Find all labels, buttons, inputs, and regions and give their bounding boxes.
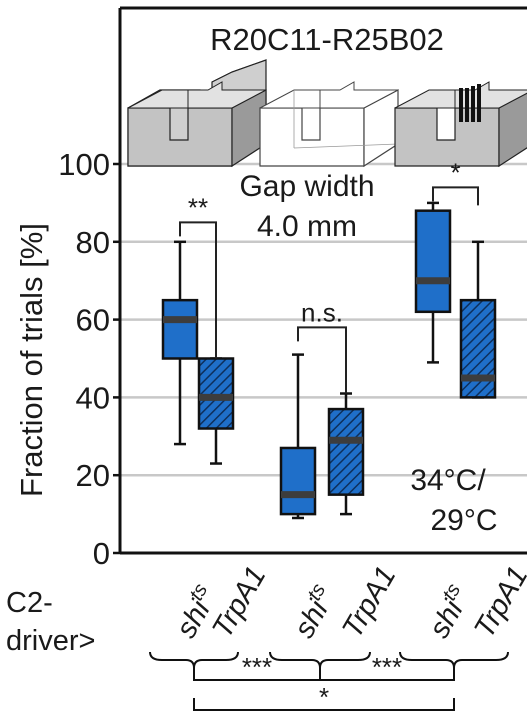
gap-width-label: Gap width: [239, 170, 374, 203]
box-trpa1: [459, 298, 497, 399]
significance-label: n.s.: [301, 297, 343, 327]
temperature-label-2: 29°C: [430, 504, 497, 537]
genotype-name: TrpA1: [468, 561, 527, 644]
genotype-label-shits: shits: [420, 580, 477, 644]
between-group-significance-label: ***: [372, 652, 402, 682]
box-shits: [279, 446, 317, 516]
significance-label: **: [188, 192, 208, 222]
genotype-name: shi: [423, 594, 470, 643]
y-tick-label: 60: [76, 303, 110, 338]
significance-bracket: [179, 221, 217, 359]
y-tick-label: 100: [58, 147, 110, 182]
between-group-significance-label: ***: [242, 652, 272, 682]
between-group-significance-label: *: [319, 682, 329, 712]
y-tick-label: 0: [93, 536, 110, 571]
gap-arena-icon-striped: [394, 81, 527, 168]
y-tick-label: 40: [76, 380, 110, 415]
genotype-label-trpa1: TrpA1: [336, 561, 402, 644]
significance-bracket: [432, 186, 479, 206]
chart-title: R20C11-R25B02: [210, 22, 444, 57]
group-brace: [399, 651, 509, 669]
box-shits: [414, 209, 452, 314]
axes: 0 20 40 60 80 100: [58, 6, 527, 571]
x-axis-label-line2: driver>: [6, 625, 95, 657]
x-axis-label-line1: C2-: [6, 587, 53, 619]
group-brace: [269, 651, 371, 669]
y-axis-label: Fraction of trials [%]: [14, 223, 49, 497]
genotype-label-shits: shits: [285, 580, 342, 644]
temperature-label-1: 34°C/: [410, 464, 486, 497]
gap-arena-icon-transparent: [259, 81, 399, 168]
gap-width-value: 4.0 mm: [257, 210, 357, 243]
genotype-name: TrpA1: [336, 561, 402, 644]
box-trpa1: [327, 407, 365, 496]
y-tick-label: 80: [76, 225, 110, 260]
significance-markers: ** n.s. *: [179, 157, 479, 394]
box-trpa1: [197, 357, 235, 430]
significance-bracket: [297, 326, 347, 394]
group-brace: [149, 651, 239, 669]
genotype-name: shi: [288, 594, 335, 643]
gap-arena-icon-solid: [127, 59, 267, 168]
between-group-bracket: [319, 668, 455, 681]
boxplots: [161, 201, 497, 520]
y-tick-label: 20: [76, 458, 110, 493]
between-group-bracket: [193, 698, 455, 711]
genotype-label-trpa1: TrpA1: [206, 561, 272, 644]
box-shits: [161, 298, 199, 360]
significance-label: *: [450, 157, 460, 187]
genotype-name: TrpA1: [206, 561, 272, 644]
genotype-label-trpa1: TrpA1: [468, 561, 527, 644]
